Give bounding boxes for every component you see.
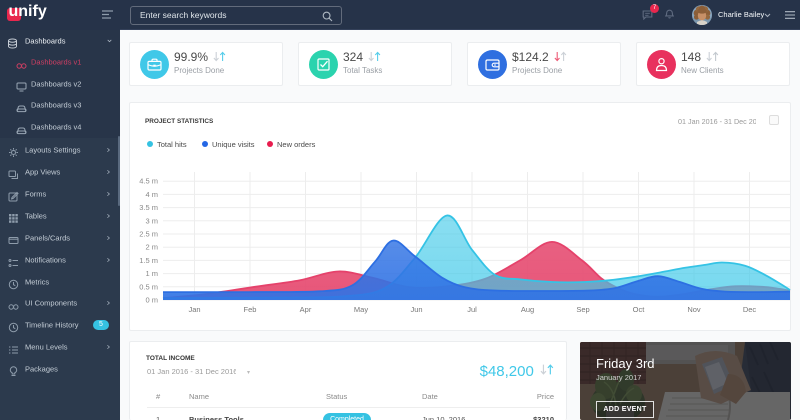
svg-text:Nov: Nov <box>687 305 701 314</box>
svg-text:3 m: 3 m <box>145 216 158 225</box>
svg-text:Sep: Sep <box>576 305 589 314</box>
svg-text:4.5 m: 4.5 m <box>139 177 158 186</box>
svg-text:3.5 m: 3.5 m <box>139 203 158 212</box>
svg-text:Apr: Apr <box>300 305 312 314</box>
svg-text:0.5 m: 0.5 m <box>139 282 158 291</box>
svg-text:Jul: Jul <box>467 305 477 314</box>
svg-text:May: May <box>354 305 368 314</box>
svg-text:4 m: 4 m <box>145 190 158 199</box>
svg-text:1.5 m: 1.5 m <box>139 256 158 265</box>
svg-text:1 m: 1 m <box>145 269 158 278</box>
svg-text:Dec: Dec <box>743 305 757 314</box>
svg-text:Feb: Feb <box>244 305 257 314</box>
svg-text:Jun: Jun <box>410 305 422 314</box>
svg-text:Aug: Aug <box>521 305 534 314</box>
svg-text:0 m: 0 m <box>145 296 158 305</box>
svg-text:Jan: Jan <box>188 305 200 314</box>
svg-text:2.5 m: 2.5 m <box>139 230 158 239</box>
svg-text:2 m: 2 m <box>145 243 158 252</box>
svg-text:Oct: Oct <box>633 305 646 314</box>
